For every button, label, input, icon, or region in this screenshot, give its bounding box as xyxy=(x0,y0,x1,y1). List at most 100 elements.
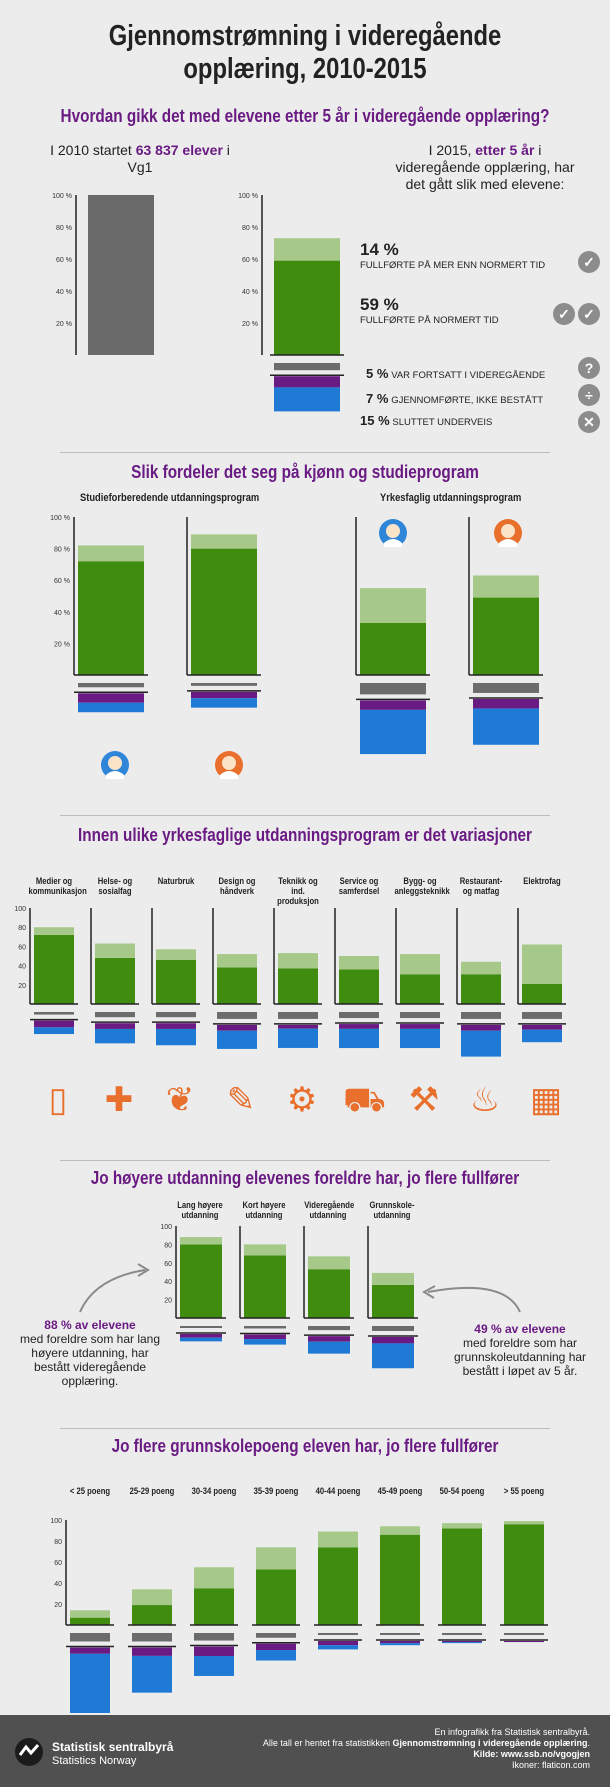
s3-bar-1-mer xyxy=(95,943,135,958)
s3-tick: 60 xyxy=(18,944,26,951)
s4-bar-1-sluttet xyxy=(244,1339,286,1345)
s3-bar-1-sluttet xyxy=(95,1028,135,1044)
s5-bar-3-mer xyxy=(256,1547,296,1570)
s5-bar-1-mer xyxy=(132,1589,172,1606)
s5-tick: 80 xyxy=(54,1539,62,1546)
legend-still-in-school: 5 % VAR FORTSATT I VIDEREGÅENDE xyxy=(366,366,546,381)
s1-right-tick: 80 % xyxy=(242,225,258,232)
s5-category-label: > 55 poeng xyxy=(503,1486,545,1496)
s5-tick: 40 xyxy=(54,1581,62,1588)
section3-chart: 100 80 60 40 20 xyxy=(14,906,566,1057)
s5-bar-6-sluttet xyxy=(442,1642,482,1644)
bar-2015-normert xyxy=(274,260,340,355)
page-title: Gjennomstrømning i videregående opplærin… xyxy=(108,20,502,85)
s3-bar-4-normert xyxy=(278,968,318,1004)
s4-category-label: Lang høyere utdanning xyxy=(177,1200,223,1220)
s5-bar-4-fortsatt xyxy=(318,1633,358,1635)
intro-2015: I 2015, etter 5 år i videregående opplær… xyxy=(395,142,575,192)
s3-bar-4-sluttet xyxy=(278,1028,318,1048)
s5-bar-5-sluttet xyxy=(380,1643,420,1646)
s1-left-tick: 80 % xyxy=(56,225,72,232)
s3-category-label: Design og håndverk xyxy=(218,876,256,896)
s4-bar-0-fortsatt xyxy=(180,1326,222,1328)
s5-tick: 100 xyxy=(50,1518,62,1525)
legend-more-time: 14 % FULLFØRTE PÅ MER ENN NORMERT TID xyxy=(360,240,546,271)
male-icon xyxy=(379,519,407,547)
s5-bar-6-mer xyxy=(442,1523,482,1529)
s1-right-tick: 40 % xyxy=(242,289,258,296)
s2-bar-3-ikke-bestatt xyxy=(473,698,539,709)
s3-bar-0-ikke-bestatt xyxy=(34,1020,74,1028)
s4-tick: 20 xyxy=(164,1298,172,1305)
s4-bar-1-normert xyxy=(244,1255,286,1318)
female-icon-2 xyxy=(215,751,243,779)
medkit-icon: ✚ xyxy=(104,1081,134,1119)
s1-left-tick: 60 % xyxy=(56,257,72,264)
section2-chart: 100 % 80 % 60 % 40 % 20 % xyxy=(50,515,543,779)
s3-bar-5-fortsatt xyxy=(339,1012,379,1019)
s5-bar-7-fortsatt xyxy=(504,1633,544,1635)
s4-bar-3-ikke-bestatt xyxy=(372,1336,414,1344)
chip-icon: ▦ xyxy=(529,1081,563,1119)
s5-bar-4-normert xyxy=(318,1547,358,1625)
s3-bar-7-fortsatt xyxy=(461,1012,501,1019)
s5-bar-6-ikke-bestatt xyxy=(442,1641,482,1643)
s5-bar-4-mer xyxy=(318,1531,358,1548)
s5-bar-5-ikke-bestatt xyxy=(380,1641,420,1644)
s4-bar-2-sluttet xyxy=(308,1341,350,1354)
double-check-icon-2: ✓ xyxy=(578,303,600,325)
s5-tick: 20 xyxy=(54,1602,62,1609)
s3-category-label: Medier og kommunikasjon xyxy=(28,876,87,896)
s5-category-label: 35-39 poeng xyxy=(253,1486,299,1496)
s5-bar-6-fortsatt xyxy=(442,1633,482,1635)
s3-bar-0-mer xyxy=(34,927,74,935)
s5-bar-3-normert xyxy=(256,1569,296,1625)
s4-category-label: Grunnskole-utdanning xyxy=(369,1200,415,1220)
question-icon: ? xyxy=(578,357,600,379)
s2-bar-1-ikke-bestatt xyxy=(191,691,257,699)
s3-bar-1-normert xyxy=(95,957,135,1004)
s5-bar-4-sluttet xyxy=(318,1645,358,1650)
design-icon: ✎ xyxy=(226,1081,256,1119)
s4-category-label: Kort høyere utdanning xyxy=(242,1200,286,1220)
s5-category-label: 40-44 poeng xyxy=(315,1486,361,1496)
divider-4 xyxy=(60,1428,550,1429)
s2-bar-2-mer xyxy=(360,588,426,623)
divider-1 xyxy=(60,452,550,453)
s4-tick: 60 xyxy=(164,1261,172,1268)
s5-bar-1-ikke-bestatt xyxy=(132,1647,172,1656)
s4-bar-2-mer xyxy=(308,1256,350,1270)
s5-bar-0-ikke-bestatt xyxy=(70,1647,110,1654)
s3-bar-0-sluttet xyxy=(34,1027,74,1035)
s3-category-label: Restaurant- og matfag xyxy=(459,876,503,896)
s3-bar-8-sluttet xyxy=(522,1029,562,1043)
divider-2 xyxy=(60,815,550,816)
footer: Statistisk sentralbyrå Statistics Norway … xyxy=(0,1715,610,1787)
s5-bar-4-ikke-bestatt xyxy=(318,1641,358,1646)
s3-bar-3-mer xyxy=(217,954,257,968)
s2-bar-0-sluttet xyxy=(78,702,144,713)
s5-category-label: 25-29 poeng xyxy=(129,1486,175,1496)
legend-normal-time: 59 % FULLFØRTE PÅ NORMERT TID xyxy=(360,295,499,326)
s3-bar-7-mer xyxy=(461,961,501,975)
ssb-logo xyxy=(15,1738,43,1766)
s4-category-label: Videregående utdanning xyxy=(304,1200,355,1220)
male-icon-2 xyxy=(101,751,129,779)
s4-bar-1-ikke-bestatt xyxy=(244,1334,286,1340)
s3-category-label: Service og samferdsel xyxy=(338,876,380,896)
s2-bar-3-fortsatt xyxy=(473,683,539,693)
s3-bar-3-fortsatt xyxy=(217,1012,257,1019)
s5-tick: 60 xyxy=(54,1560,62,1567)
s3-bar-4-ikke-bestatt xyxy=(278,1024,318,1029)
callout-right: 49 % av elevene med foreldre som har grun… xyxy=(453,1322,587,1378)
section5-chart: 100 80 60 40 20 xyxy=(50,1518,548,1713)
s4-bar-0-sluttet xyxy=(180,1337,222,1342)
s5-bar-0-normert xyxy=(70,1617,110,1625)
s5-bar-7-mer xyxy=(504,1521,544,1525)
bar-2015-sluttet xyxy=(274,387,340,412)
arrow-right xyxy=(427,1286,521,1313)
s3-bar-5-sluttet xyxy=(339,1028,379,1049)
s3-bar-2-mer xyxy=(156,949,196,960)
s2-tick: 40 % xyxy=(54,610,70,617)
kitchen-tools-icon: ♨ xyxy=(469,1081,501,1119)
